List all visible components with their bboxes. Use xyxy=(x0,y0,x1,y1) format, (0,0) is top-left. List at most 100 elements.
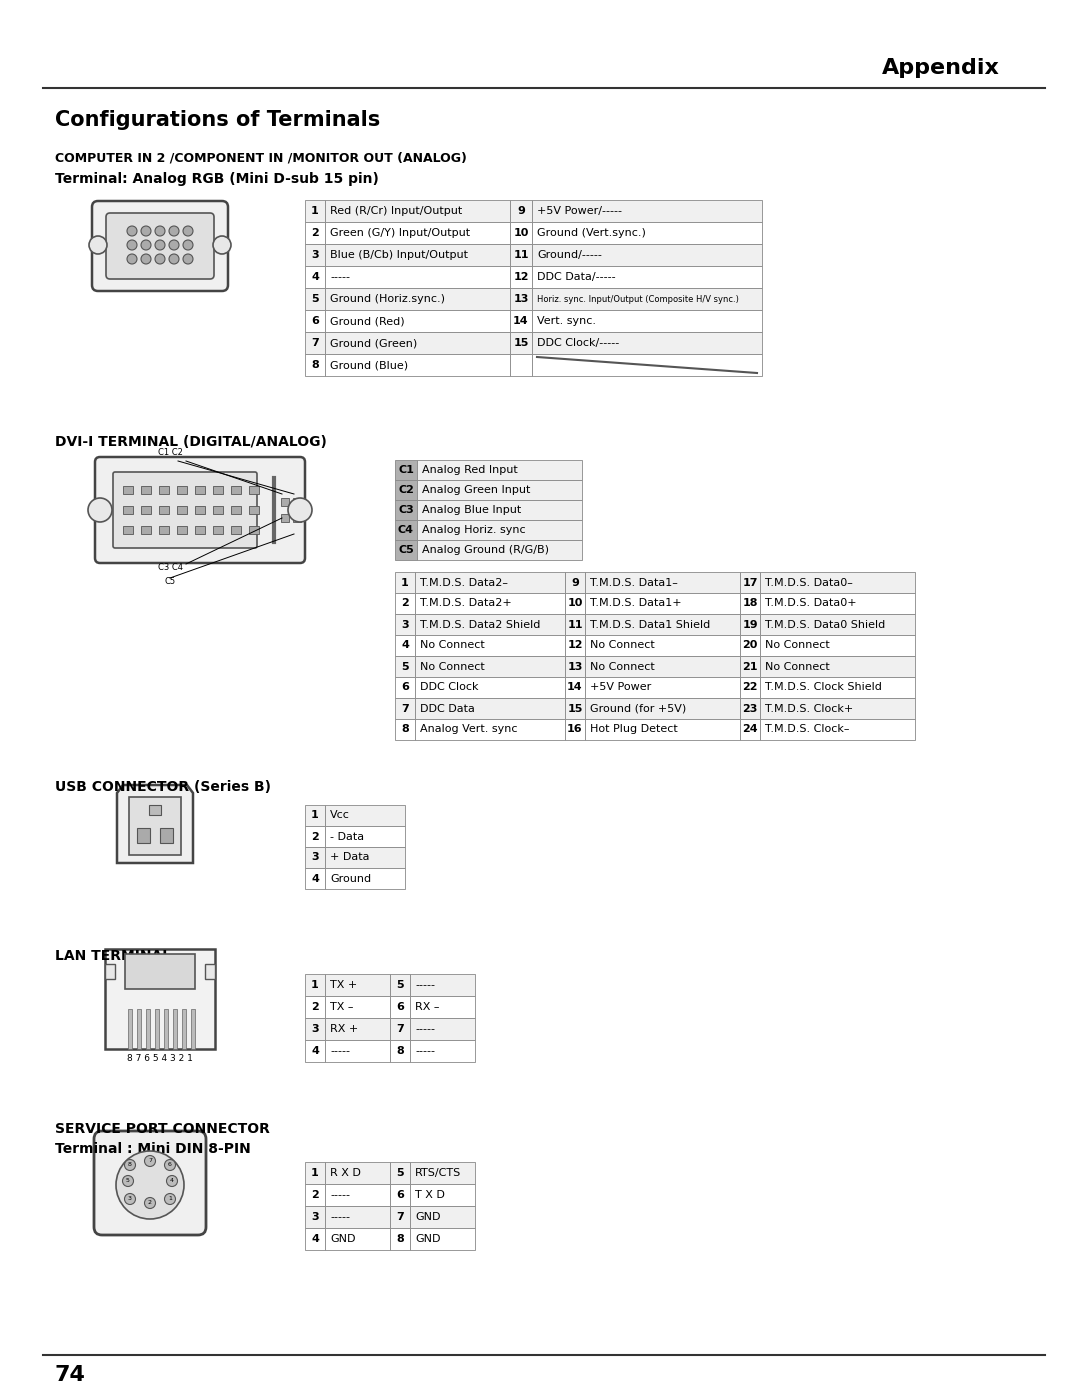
Bar xyxy=(395,593,415,614)
Text: RX +: RX + xyxy=(330,1024,359,1033)
Bar xyxy=(760,593,915,614)
Bar xyxy=(325,222,510,244)
Text: Configurations of Terminals: Configurations of Terminals xyxy=(55,110,380,131)
Bar xyxy=(305,847,325,868)
Text: Ground (Red): Ground (Red) xyxy=(330,317,405,326)
Text: -----: ----- xyxy=(415,1046,435,1056)
Bar xyxy=(305,354,325,376)
Bar xyxy=(532,267,762,288)
Bar xyxy=(305,974,325,996)
Text: 1: 1 xyxy=(311,1168,319,1178)
Bar xyxy=(532,332,762,354)
Circle shape xyxy=(156,254,165,264)
Text: 8 7 6 5 4 3 2 1: 8 7 6 5 4 3 2 1 xyxy=(127,1054,193,1063)
Bar xyxy=(305,1183,325,1206)
Text: T.M.D.S. Data1+: T.M.D.S. Data1+ xyxy=(590,599,681,608)
Circle shape xyxy=(89,236,107,254)
Circle shape xyxy=(156,240,165,250)
Bar xyxy=(249,506,259,514)
Bar xyxy=(305,996,325,1018)
Text: 18: 18 xyxy=(742,599,758,608)
Bar xyxy=(390,1183,410,1206)
Circle shape xyxy=(127,226,137,236)
Text: 9: 9 xyxy=(517,206,525,217)
Bar xyxy=(191,1008,195,1049)
Bar xyxy=(410,1040,475,1063)
Bar xyxy=(305,288,325,310)
Text: LAN TERMINAL: LAN TERMINAL xyxy=(55,949,171,963)
Bar xyxy=(149,806,161,815)
Bar xyxy=(760,635,915,656)
Bar xyxy=(325,288,510,310)
Bar xyxy=(565,572,585,593)
Text: - Data: - Data xyxy=(330,832,364,842)
Bar xyxy=(390,1206,410,1228)
Text: Analog Green Input: Analog Green Input xyxy=(422,485,530,494)
Bar xyxy=(532,310,762,332)
Bar xyxy=(325,996,390,1018)
Bar xyxy=(305,310,325,332)
Bar xyxy=(159,506,168,514)
Bar xyxy=(195,526,205,533)
Text: DDC Clock: DDC Clock xyxy=(420,682,478,693)
Text: 11: 11 xyxy=(567,619,583,629)
Bar xyxy=(510,244,532,267)
Bar xyxy=(532,288,762,310)
Text: SERVICE PORT CONNECTOR: SERVICE PORT CONNECTOR xyxy=(55,1122,270,1136)
Text: Ground/-----: Ground/----- xyxy=(537,250,602,260)
Text: 7: 7 xyxy=(311,338,319,349)
Bar xyxy=(585,676,740,699)
Text: Terminal: Analog RGB (Mini D-sub 15 pin): Terminal: Analog RGB (Mini D-sub 15 pin) xyxy=(55,172,379,186)
Text: 5: 5 xyxy=(396,1168,404,1178)
Bar xyxy=(137,828,150,843)
Bar xyxy=(156,1008,159,1049)
Bar xyxy=(231,506,241,514)
Text: Red (R/Cr) Input/Output: Red (R/Cr) Input/Output xyxy=(330,206,462,217)
Circle shape xyxy=(183,254,193,264)
Text: 15: 15 xyxy=(513,338,529,349)
Text: USB CONNECTOR (Series B): USB CONNECTOR (Series B) xyxy=(55,781,271,795)
Bar xyxy=(325,332,510,354)
Bar xyxy=(395,676,415,699)
Bar xyxy=(325,310,510,332)
Bar xyxy=(395,460,417,481)
Text: 1: 1 xyxy=(401,578,409,588)
Bar xyxy=(740,635,760,656)
Text: 2: 2 xyxy=(311,228,319,238)
Text: C2: C2 xyxy=(399,485,414,494)
Bar xyxy=(195,506,205,514)
Bar xyxy=(281,514,289,522)
Text: 7: 7 xyxy=(148,1158,152,1164)
Text: 3: 3 xyxy=(311,250,319,260)
Bar xyxy=(410,1183,475,1206)
Text: 11: 11 xyxy=(513,250,529,260)
Text: 3: 3 xyxy=(401,619,409,629)
Bar xyxy=(123,526,133,533)
Text: Ground (Horiz.sync.): Ground (Horiz.sync.) xyxy=(330,294,445,304)
Bar xyxy=(183,1008,186,1049)
Bar xyxy=(395,614,415,635)
Circle shape xyxy=(127,240,137,250)
Bar xyxy=(123,506,133,514)
Bar xyxy=(395,656,415,676)
Text: T.M.D.S. Data0–: T.M.D.S. Data0– xyxy=(765,578,853,588)
Bar xyxy=(325,826,405,847)
Bar xyxy=(415,614,565,635)
Bar xyxy=(325,1183,390,1206)
Bar xyxy=(417,519,582,540)
Bar xyxy=(395,481,417,500)
Bar xyxy=(410,1228,475,1250)
Text: No Connect: No Connect xyxy=(765,640,829,650)
Bar xyxy=(415,572,565,593)
Text: 1: 1 xyxy=(311,811,319,821)
Bar xyxy=(293,514,301,522)
Bar xyxy=(305,332,325,354)
Bar xyxy=(510,354,532,376)
Text: 4: 4 xyxy=(311,1233,319,1245)
Text: 14: 14 xyxy=(513,317,529,326)
Text: C3: C3 xyxy=(399,506,414,515)
Bar xyxy=(141,486,151,494)
Text: No Connect: No Connect xyxy=(765,661,829,671)
Text: 16: 16 xyxy=(567,725,583,735)
Bar xyxy=(325,806,405,826)
